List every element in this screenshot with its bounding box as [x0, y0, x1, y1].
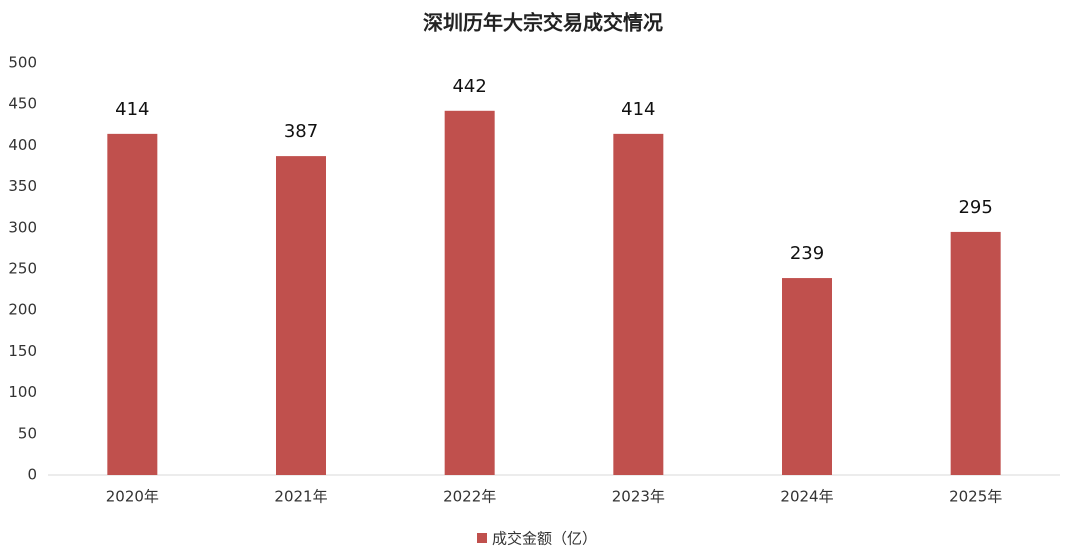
- y-tick-label: 0: [27, 466, 37, 484]
- y-tick-label: 150: [8, 342, 37, 360]
- data-label: 239: [790, 243, 824, 264]
- y-tick-label: 400: [8, 136, 37, 154]
- legend-swatch: [477, 533, 487, 543]
- chart-title: 深圳历年大宗交易成交情况: [423, 11, 663, 35]
- y-tick-label: 250: [8, 260, 37, 278]
- x-tick-label: 2020年: [106, 488, 159, 506]
- x-tick-label: 2023年: [612, 488, 665, 506]
- data-label: 414: [115, 99, 149, 120]
- bar: [950, 231, 1001, 475]
- y-tick-label: 100: [8, 383, 37, 401]
- data-label: 387: [284, 121, 318, 142]
- data-label: 414: [621, 99, 655, 120]
- x-tick-label: 2022年: [443, 488, 496, 506]
- x-tick-label: 2025年: [949, 488, 1002, 506]
- bar: [107, 133, 158, 475]
- x-tick-label: 2024年: [780, 488, 833, 506]
- x-tick-label: 2021年: [274, 488, 327, 506]
- bar: [276, 156, 326, 475]
- legend-label: 成交金额（亿）: [492, 530, 597, 548]
- y-tick-label: 450: [8, 95, 37, 113]
- y-tick-label: 50: [18, 424, 37, 442]
- bar: [444, 110, 495, 476]
- y-tick-label: 350: [8, 177, 37, 195]
- data-label: 295: [958, 197, 992, 218]
- bar: [782, 278, 832, 475]
- data-label: 442: [452, 76, 486, 97]
- y-tick-label: 300: [8, 218, 37, 236]
- bar: [613, 133, 664, 475]
- y-tick-label: 500: [8, 54, 37, 72]
- y-tick-label: 200: [8, 301, 37, 319]
